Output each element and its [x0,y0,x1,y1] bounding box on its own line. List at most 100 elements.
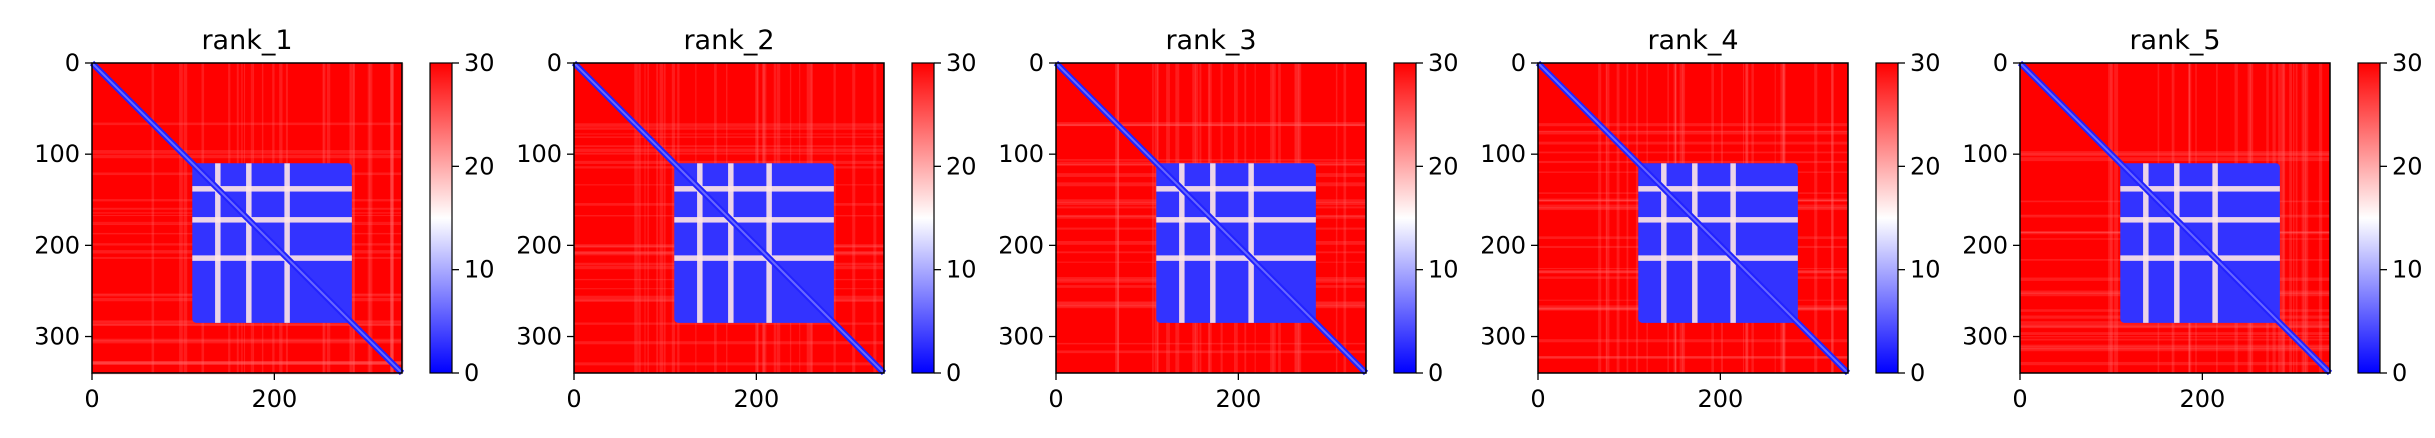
heatmap-texture [2289,63,2292,373]
heatmap-gap-band [215,163,221,323]
x-tick-label: 0 [566,385,581,413]
y-tick-label: 100 [998,140,1044,168]
heatmap-gap-band [1661,163,1667,323]
heatmap-texture [2280,63,2285,373]
colorbar-tick-label: 20 [464,152,495,180]
heatmap-texture [390,63,394,373]
heatmap-texture [1117,63,1119,373]
heatmap-texture [1538,151,1848,154]
heatmap-texture [183,63,188,373]
x-tick-label: 200 [2179,385,2225,413]
heatmap-texture [2295,63,2298,373]
heatmap-diagonal-core [91,62,403,374]
heatmap-texture [574,152,884,155]
x-tick-label: 200 [251,385,297,413]
heatmap-texture [92,324,402,326]
heatmap-texture [2318,63,2323,373]
heatmap-texture [1116,63,1120,373]
x-tick-label: 200 [1215,385,1261,413]
heatmap-texture [1115,63,1119,373]
colorbar-tick-label: 10 [464,256,495,284]
colorbar-tick-label: 20 [1910,152,1941,180]
heatmap-texture [2020,151,2330,155]
heatmap-texture [574,362,884,366]
heatmap-texture [574,160,884,164]
y-tick-label: 300 [998,323,1044,351]
heatmap-texture [1056,342,1366,345]
heatmap-texture [1635,63,1639,373]
heatmap-texture [353,63,355,373]
heatmap-panel-5: rank_5 0 200 0 100 200 300 0 10 20 30 [1962,25,2422,413]
y-tick-label: 200 [1480,231,1526,259]
heatmap-texture [151,63,155,373]
colorbar-tick-label: 10 [1428,256,1459,284]
heatmap-texture [179,63,183,373]
heatmap-texture [671,63,675,373]
heatmap-texture [1056,123,1366,127]
heatmap-texture [574,341,884,345]
y-tick-label: 200 [1962,231,2008,259]
y-tick-label: 100 [1480,140,1526,168]
heatmap-texture [92,361,402,365]
heatmap-gap-band [674,255,834,261]
colorbar-tick-label: 0 [464,359,479,387]
heatmap-texture [574,322,884,325]
colorbar-tick-label: 10 [946,256,977,284]
heatmap-texture [1626,63,1629,373]
heatmap-texture [2020,336,2330,338]
heatmap-texture [574,127,884,130]
heatmap-texture [1538,141,1848,145]
colorbar [1875,62,1899,374]
heatmap-diagonal-core [1055,62,1367,374]
heatmap-texture [663,63,666,373]
heatmap-texture [401,63,404,373]
y-tick-label: 200 [34,231,80,259]
heatmap-panel-1: rank_1 0 200 0 100 200 300 0 10 20 30 [34,25,494,413]
axes-frame [573,62,885,374]
heatmap-gap-band [766,163,772,323]
y-tick-label: 200 [516,231,562,259]
heatmap-texture [647,63,649,373]
heatmap-texture [2020,325,2330,329]
colorbar-tick-label: 0 [946,359,961,387]
heatmap-gap-band [246,163,252,323]
colorbar [2357,62,2381,374]
heatmap-gap-band [1638,255,1798,261]
heatmap-gap-band [674,217,834,223]
heatmap-gap-band [1156,217,1316,223]
heatmap-texture [2020,344,2330,348]
heatmap-texture [369,63,373,373]
heatmap-gap-band [1692,163,1698,323]
heatmap-diagonal-core [573,62,885,374]
colorbar [1393,62,1417,374]
heatmap-texture [92,122,402,126]
heatmap-texture [390,63,394,373]
heatmap-texture [92,321,402,326]
heatmap-texture [873,63,877,373]
heatmap-texture [1056,124,1366,126]
y-tick-label: 0 [1511,49,1526,77]
heatmap-texture [2020,332,2330,335]
heatmap-texture [2282,63,2286,373]
heatmap-texture [2293,63,2295,373]
heatmap-texture [638,63,641,373]
heatmap-texture [92,154,402,159]
panel-title: rank_2 [683,25,774,56]
x-tick-label: 0 [1048,385,1063,413]
heatmap-gap-band [1248,163,1254,323]
x-tick-label: 0 [2012,385,2027,413]
heatmap-texture [1814,63,1818,373]
axes-frame [1055,62,1367,374]
panel-title: rank_3 [1165,25,1256,56]
colorbar-tick-label: 0 [2392,359,2407,387]
colorbar-tick-label: 0 [1910,359,1925,387]
heatmap-gap-band [192,217,352,223]
heatmap-texture [1538,123,1848,127]
heatmap-panel-2: rank_2 0 200 0 100 200 300 0 10 20 30 [516,25,976,413]
heatmap-texture [1605,63,1607,373]
heatmap-texture [2301,63,2305,373]
heatmap-gap-band [674,186,834,192]
colorbar-tick-label: 0 [1428,359,1443,387]
y-tick-label: 300 [34,323,80,351]
heatmap-texture [92,150,402,154]
